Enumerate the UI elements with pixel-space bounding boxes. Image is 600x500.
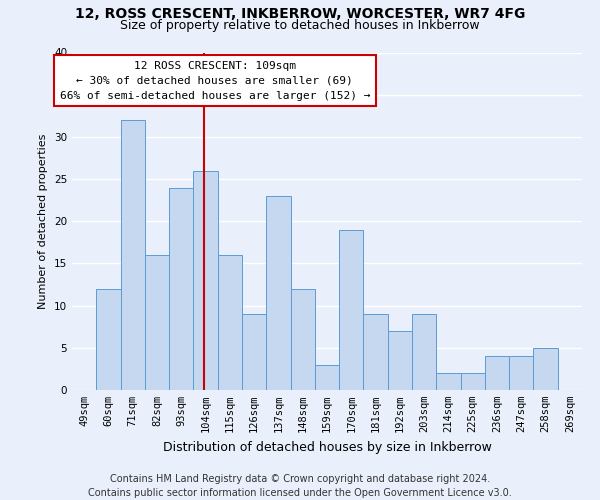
Bar: [121, 120, 145, 390]
Bar: [388, 331, 412, 390]
Bar: [436, 373, 461, 390]
Bar: [266, 196, 290, 390]
Bar: [290, 289, 315, 390]
Bar: [315, 364, 339, 390]
Bar: [242, 314, 266, 390]
Bar: [145, 255, 169, 390]
Bar: [461, 373, 485, 390]
Bar: [485, 356, 509, 390]
Bar: [533, 348, 558, 390]
Bar: [193, 170, 218, 390]
X-axis label: Distribution of detached houses by size in Inkberrow: Distribution of detached houses by size …: [163, 440, 491, 454]
Text: Size of property relative to detached houses in Inkberrow: Size of property relative to detached ho…: [120, 19, 480, 32]
Text: 12 ROSS CRESCENT: 109sqm
← 30% of detached houses are smaller (69)
66% of semi-d: 12 ROSS CRESCENT: 109sqm ← 30% of detach…: [59, 61, 370, 100]
Text: 12, ROSS CRESCENT, INKBERROW, WORCESTER, WR7 4FG: 12, ROSS CRESCENT, INKBERROW, WORCESTER,…: [75, 8, 525, 22]
Bar: [509, 356, 533, 390]
Y-axis label: Number of detached properties: Number of detached properties: [38, 134, 49, 309]
Bar: [96, 289, 121, 390]
Bar: [364, 314, 388, 390]
Bar: [169, 188, 193, 390]
Bar: [218, 255, 242, 390]
Text: Contains HM Land Registry data © Crown copyright and database right 2024.
Contai: Contains HM Land Registry data © Crown c…: [88, 474, 512, 498]
Bar: [412, 314, 436, 390]
Bar: [339, 230, 364, 390]
